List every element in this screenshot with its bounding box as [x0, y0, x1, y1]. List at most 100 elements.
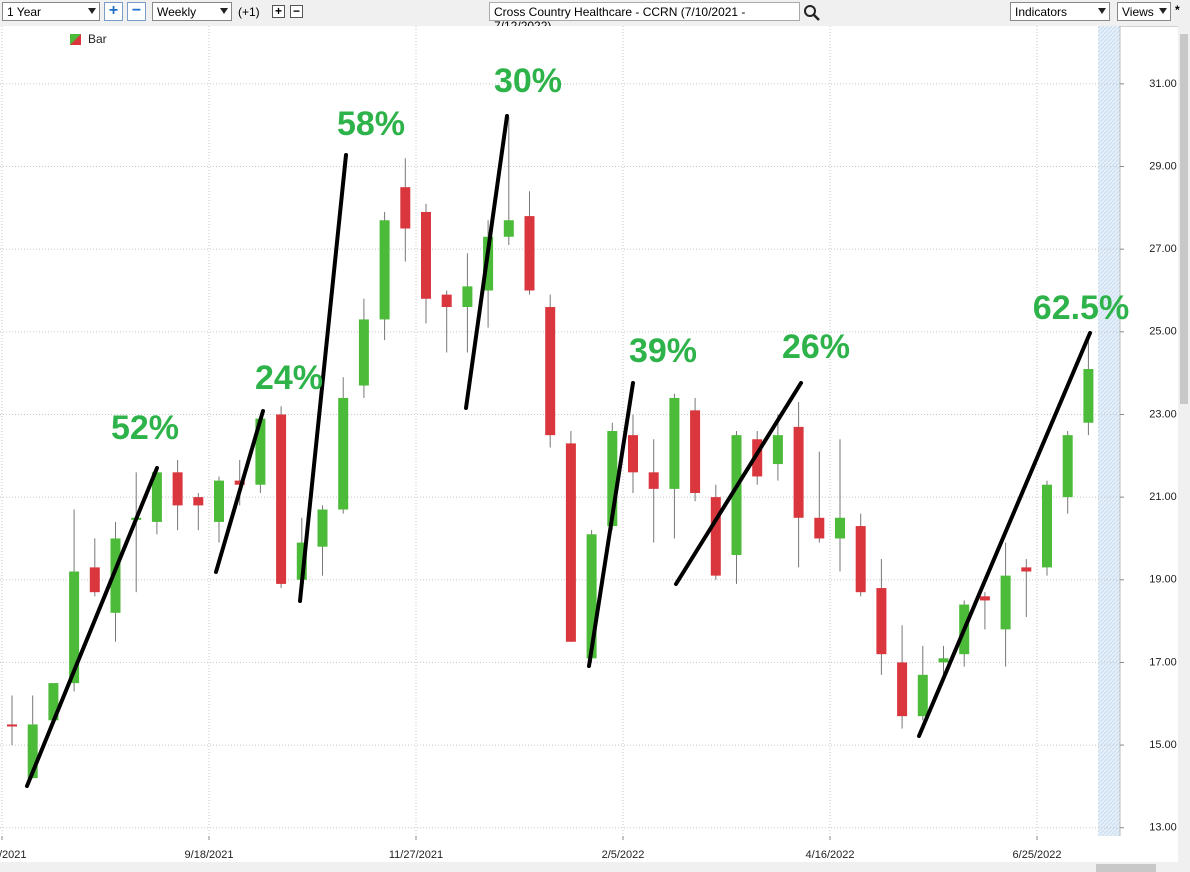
candle-body: [338, 397, 349, 510]
candle-body: [276, 414, 287, 584]
candle-body: [317, 509, 328, 547]
candle-body: [1083, 369, 1094, 423]
candle-body: [586, 534, 597, 659]
h-scroll-thumb[interactable]: [1096, 864, 1156, 872]
candle-body: [255, 418, 266, 485]
candle-body: [27, 724, 38, 779]
range-select[interactable]: 1 Year: [2, 2, 100, 21]
trend-line: [917, 331, 1092, 738]
candle-body: [710, 497, 721, 576]
offset-minus[interactable]: −: [290, 5, 303, 18]
h-scrollbar[interactable]: [0, 862, 1178, 872]
range-text: 1 Year: [7, 5, 42, 19]
candle-body: [462, 286, 473, 308]
annotation: 52%: [111, 409, 179, 447]
trend-line: [298, 153, 348, 603]
x-tick-label: 7/10/2021: [0, 849, 26, 861]
candle-body: [690, 410, 701, 493]
candle-body: [565, 443, 576, 642]
candle-body: [752, 439, 763, 477]
candle-body: [814, 517, 825, 539]
search-icon[interactable]: [803, 4, 821, 22]
candle-body: [379, 220, 390, 320]
annotation: 58%: [337, 105, 405, 143]
trend-line: [674, 381, 803, 586]
offset-text: (+1): [238, 5, 260, 19]
candle-body: [876, 588, 887, 655]
chart: Bar 13.00 15.00 17.00 19.00 21.00 23.00 25.00 2…: [0, 26, 1190, 872]
v-scroll-thumb[interactable]: [1180, 34, 1188, 404]
y-tick-label: 23.00: [1149, 408, 1177, 420]
y-tick-label: 27.00: [1149, 243, 1177, 255]
candle-body: [897, 662, 908, 717]
toolbar: 1 Year + − Weekly (+1) + − Cross Country…: [0, 0, 1190, 33]
star: *: [1175, 3, 1180, 17]
interval-select[interactable]: Weekly: [152, 2, 232, 21]
y-tick-label: 31.00: [1149, 78, 1177, 90]
candle-body: [1000, 575, 1011, 630]
candle-body: [69, 571, 80, 684]
x-tick-label: 9/18/2021: [185, 849, 234, 861]
candle-body: [151, 472, 162, 522]
y-tick-label: 29.00: [1149, 160, 1177, 172]
candle-body: [421, 211, 431, 299]
trend-line: [25, 466, 159, 788]
candle-body: [607, 431, 618, 527]
x-tick-label: 2/5/2022: [602, 849, 645, 861]
y-tick-label: 13.00: [1149, 822, 1177, 834]
candle-body: [835, 517, 845, 539]
candle-body: [7, 724, 17, 727]
annotation: 30%: [494, 62, 562, 100]
candle-body: [979, 596, 990, 601]
interval-text: Weekly: [157, 5, 197, 19]
offset-plus[interactable]: +: [272, 5, 285, 18]
trend-line: [587, 381, 635, 668]
candle-body: [214, 480, 224, 522]
y-tick-label: 17.00: [1149, 656, 1177, 668]
legend-label: Bar: [88, 32, 107, 46]
candle-body: [855, 526, 866, 593]
y-tick-label: 15.00: [1149, 739, 1177, 751]
candle-body: [917, 674, 928, 717]
candle-body: [731, 435, 742, 555]
candle-body: [772, 435, 783, 465]
candle-body: [193, 497, 204, 506]
candle-body: [1062, 435, 1073, 498]
x-tick-label: 11/27/2021: [389, 849, 443, 861]
zoom-out[interactable]: −: [127, 2, 146, 21]
candle-body: [48, 683, 59, 721]
y-tick-label: 19.00: [1149, 574, 1177, 586]
trend-line: [464, 114, 509, 410]
candle-body: [545, 307, 556, 436]
legend-swatch-down: [70, 34, 81, 45]
views-text: Views: [1122, 5, 1154, 19]
views-select[interactable]: Views: [1117, 2, 1171, 21]
indicators-select[interactable]: Indicators: [1010, 2, 1110, 21]
candle-body: [1021, 567, 1032, 572]
symbol-input[interactable]: Cross Country Healthcare - CCRN (7/10/20…: [489, 2, 800, 33]
candle-body: [110, 538, 121, 613]
candle-body: [628, 435, 638, 473]
candle-body: [503, 220, 514, 237]
candle-body: [296, 542, 307, 580]
x-tick-label: 6/25/2022: [1013, 849, 1062, 861]
candle-body: [89, 567, 100, 593]
candle-body: [669, 397, 680, 489]
annotation: 26%: [782, 328, 850, 366]
trend-line: [214, 409, 265, 574]
future-zone: [1098, 26, 1120, 836]
candle-body: [1042, 484, 1052, 568]
zoom-in[interactable]: +: [104, 2, 123, 21]
candle-body: [234, 480, 245, 485]
annotation: 24%: [255, 359, 323, 397]
candle-body: [172, 472, 183, 506]
candle-body: [358, 319, 369, 386]
candle-body: [441, 294, 452, 308]
candle-body: [400, 187, 411, 229]
x-tick-label: 4/16/2022: [806, 849, 855, 861]
candle-body: [648, 472, 659, 489]
annotation: 39%: [629, 332, 697, 370]
annotation: 62.5%: [1033, 289, 1129, 327]
candle-body: [524, 216, 535, 291]
